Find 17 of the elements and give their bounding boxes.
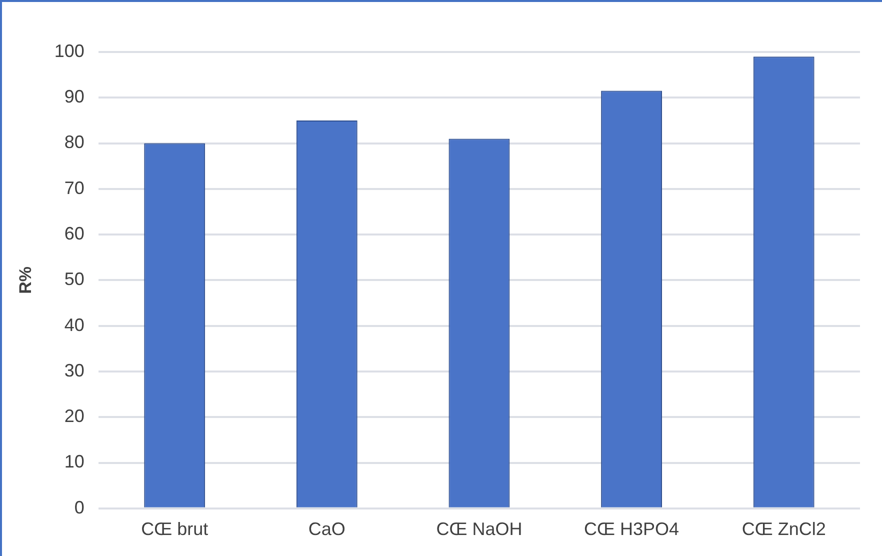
x-tick-label: CaO bbox=[308, 519, 346, 540]
y-tick-label: 50 bbox=[64, 269, 84, 290]
y-tick-label: 10 bbox=[64, 452, 84, 472]
y-tick-label: 40 bbox=[64, 314, 84, 335]
y-tick-label: 60 bbox=[64, 224, 84, 244]
y-tick-label: 70 bbox=[64, 178, 84, 198]
y-tick-label: 100 bbox=[54, 40, 84, 61]
y-axis-title: R% bbox=[16, 266, 35, 294]
x-tick-label: CŒ ZnCl2 bbox=[742, 519, 826, 540]
y-tick-label: 0 bbox=[74, 497, 84, 518]
y-tick-label: 30 bbox=[64, 360, 84, 380]
y-tick-label: 80 bbox=[64, 132, 84, 152]
x-tick-label: CŒ H3PO4 bbox=[584, 519, 680, 540]
x-tick-label: CŒ NaOH bbox=[436, 519, 522, 540]
y-tick-label: 90 bbox=[64, 86, 84, 107]
y-tick-label: 20 bbox=[64, 406, 84, 426]
x-tick-label: CŒ brut bbox=[141, 519, 208, 540]
